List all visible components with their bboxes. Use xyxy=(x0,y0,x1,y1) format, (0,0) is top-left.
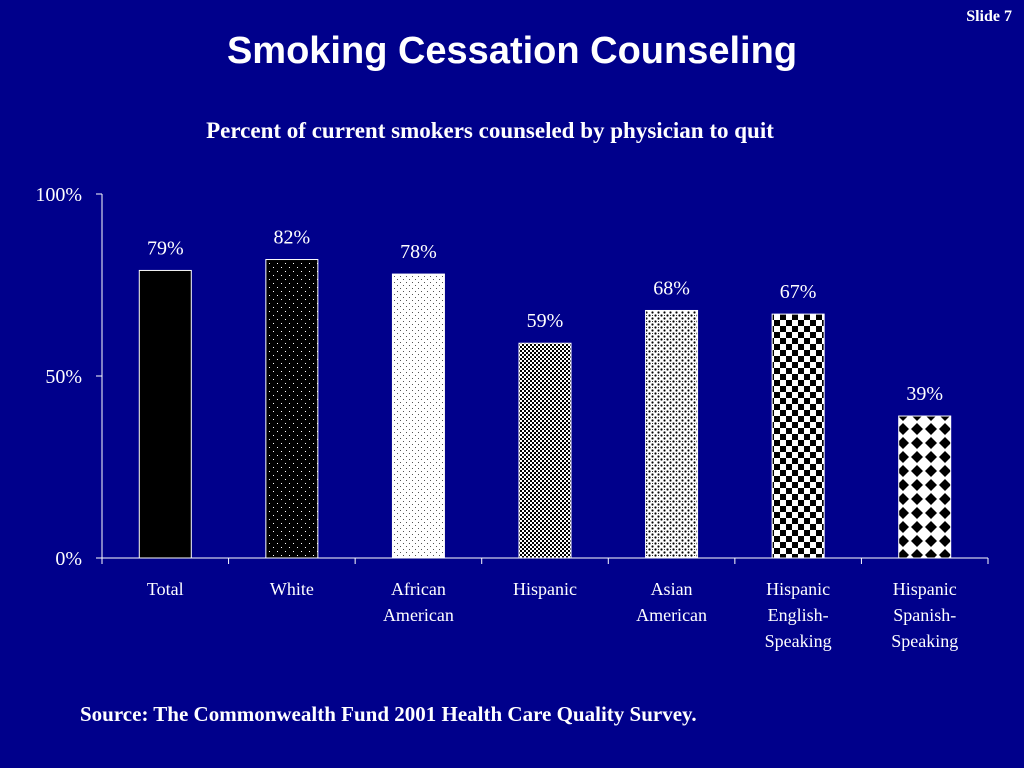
bar-3 xyxy=(518,342,572,559)
category-label: Hispanic Spanish- Speaking xyxy=(891,579,958,651)
bar-5 xyxy=(771,313,825,559)
category-label-line: Asian xyxy=(651,579,693,599)
category-label: African American xyxy=(383,579,454,625)
data-label: 67% xyxy=(780,281,817,303)
category-label-line: Hispanic xyxy=(893,579,957,599)
chart-bars xyxy=(138,259,952,559)
data-label: 39% xyxy=(906,383,943,405)
y-tick-label: 0% xyxy=(55,548,82,570)
slide-number: Slide 7 xyxy=(966,8,1012,25)
category-label: Total xyxy=(147,579,184,599)
category-label-line: Hispanic xyxy=(766,579,830,599)
chart-labels: 79% Total 82% White 78% African American 59% His… xyxy=(147,227,958,651)
bar-chart: 0% 50% 100% 79% Total 82% White 78% African Amer… xyxy=(35,184,989,651)
chart-axes: 0% 50% 100% xyxy=(35,184,989,570)
category-label-line: White xyxy=(270,579,314,599)
data-label: 68% xyxy=(653,277,690,299)
category-label: Hispanic xyxy=(513,579,577,599)
y-tick-label: 50% xyxy=(45,366,82,388)
bar-6 xyxy=(898,415,952,559)
category-label-line: Hispanic xyxy=(513,579,577,599)
data-label: 79% xyxy=(147,237,184,259)
data-label: 59% xyxy=(527,310,564,332)
bar-0 xyxy=(138,269,192,559)
chart-subtitle: Percent of current smokers counseled by … xyxy=(206,118,774,143)
category-label-line: Spanish- xyxy=(893,605,956,625)
data-label: 82% xyxy=(274,227,311,249)
bar-4 xyxy=(645,309,699,559)
data-label: 78% xyxy=(400,241,437,263)
category-label: White xyxy=(270,579,314,599)
category-label-line: English- xyxy=(768,605,829,625)
category-label: Asian American xyxy=(636,579,707,625)
bar-1 xyxy=(265,259,319,559)
category-label-line: American xyxy=(383,605,454,625)
slide-title: Smoking Cessation Counseling xyxy=(226,30,798,72)
category-label-line: African xyxy=(391,579,446,599)
source-note: Source: The Commonwealth Fund 2001 Healt… xyxy=(80,702,697,726)
y-tick-label: 100% xyxy=(35,184,82,206)
category-label-line: Total xyxy=(147,579,184,599)
bar-2 xyxy=(391,273,445,559)
category-label-line: Speaking xyxy=(765,631,832,651)
category-label-line: Speaking xyxy=(891,631,958,651)
category-label: Hispanic English- Speaking xyxy=(765,579,832,651)
category-label-line: American xyxy=(636,605,707,625)
